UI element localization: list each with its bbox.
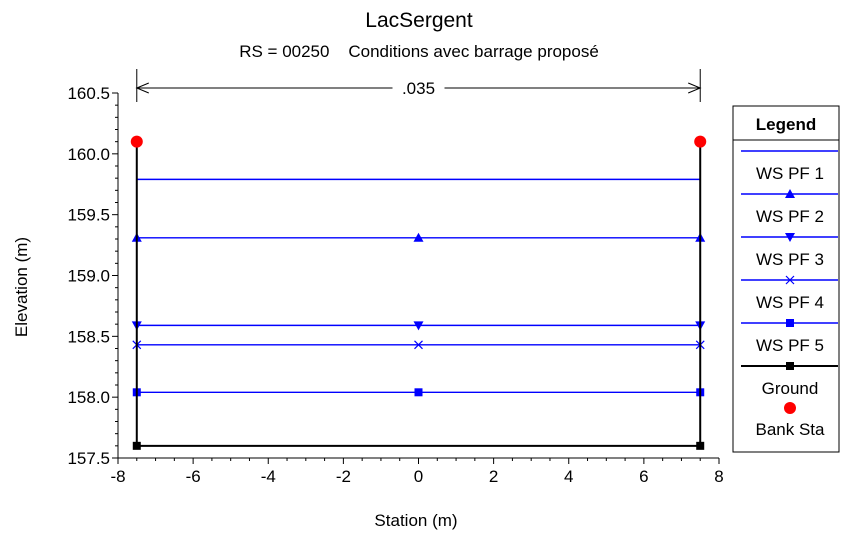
y-tick-label: 159.5	[67, 206, 110, 225]
y-tick-label: 160.5	[67, 84, 110, 103]
data-point-ground	[132, 441, 141, 450]
legend-entry-ground: Ground	[741, 362, 838, 398]
legend-entry-ws-pf-3: WS PF 3	[741, 233, 838, 269]
legend-entry-ws-pf-5: WS PF 5	[741, 319, 838, 355]
x-tick-label: 4	[564, 467, 573, 486]
legend-entry-ws-pf-4: WS PF 4	[741, 275, 838, 312]
legend: Legend WS PF 1WS PF 2WS PF 3WS PF 4WS PF…	[732, 105, 840, 453]
x-tick-label: -6	[186, 467, 201, 486]
series-line-ground	[135, 141, 702, 447]
data-point-ws-pf-2	[413, 232, 424, 242]
legend-marker-ws-pf-2	[785, 189, 795, 198]
y-tick-label: 157.5	[67, 449, 110, 468]
legend-label-ground: Ground	[762, 379, 819, 398]
legend-title: Legend	[756, 115, 816, 134]
data-point-ws-pf-5	[414, 388, 423, 397]
data-point-ws-pf-4	[414, 340, 423, 350]
series-ws-pf-5	[132, 388, 705, 397]
data-point-ground	[696, 441, 705, 450]
legend-label-ws-pf-2: WS PF 2	[756, 207, 824, 226]
series-ws-pf-2	[131, 232, 706, 242]
legend-label-ws-pf-1: WS PF 1	[756, 164, 824, 183]
chart-subtitle: RS = 00250 Conditions avec barrage propo…	[239, 42, 599, 61]
data-point-bank-sta	[130, 135, 143, 148]
legend-marker-ws-pf-3	[785, 233, 795, 242]
chart-title: LacSergent	[365, 9, 473, 32]
legend-marker-ws-pf-4	[785, 275, 795, 285]
y-tick-label: 159.0	[67, 267, 110, 286]
legend-entry-bank-sta: Bank Sta	[756, 402, 826, 439]
annotation-arrow-right	[688, 82, 702, 94]
data-point-ws-pf-3	[413, 321, 424, 331]
legend-marker-ws-pf-5	[786, 319, 794, 327]
x-tick-label: -8	[110, 467, 125, 486]
annotation-arrow-left	[135, 82, 149, 94]
legend-label-ws-pf-3: WS PF 3	[756, 250, 824, 269]
annotation-label: .035	[402, 79, 435, 98]
legend-label-ws-pf-5: WS PF 5	[756, 336, 824, 355]
x-tick-label: -4	[261, 467, 276, 486]
x-tick-label: -2	[336, 467, 351, 486]
legend-entry-ws-pf-2: WS PF 2	[741, 189, 838, 226]
series-ws-pf-4	[132, 340, 705, 350]
data-point-ws-pf-4-stroke	[414, 340, 423, 350]
y-axis-label: Elevation (m)	[12, 237, 31, 337]
y-tick-label: 158.0	[67, 388, 110, 407]
legend-entry-ws-pf-1: WS PF 1	[741, 150, 838, 183]
legend-label-ws-pf-4: WS PF 4	[756, 293, 824, 312]
x-axis-label: Station (m)	[374, 511, 457, 530]
series-bank-sta	[130, 135, 707, 148]
series-ws-pf-3	[131, 321, 706, 331]
legend-label-bank-sta: Bank Sta	[756, 420, 826, 439]
legend-marker-ws-pf-4-stroke	[785, 275, 795, 285]
legend-entries: WS PF 1 WS PF 2 WS PF 3 WS PF 4 WS PF 5 Groun…	[741, 150, 838, 439]
x-tick-label: 0	[414, 467, 423, 486]
y-tick-label: 160.0	[67, 145, 110, 164]
legend-marker-bank-sta	[784, 402, 796, 414]
plot-area: 157.5 158.0 158.5 159.0 159.5 160.0 160.5 -8 -6 -…	[67, 69, 724, 486]
x-tick-label: 8	[714, 467, 723, 486]
series-ground	[132, 141, 705, 450]
data-point-bank-sta	[694, 135, 707, 148]
x-tick-label: 6	[639, 467, 648, 486]
y-tick-label: 158.5	[67, 327, 110, 346]
x-tick-label: 2	[489, 467, 498, 486]
legend-box	[732, 105, 840, 453]
legend-marker-ground	[786, 362, 794, 370]
